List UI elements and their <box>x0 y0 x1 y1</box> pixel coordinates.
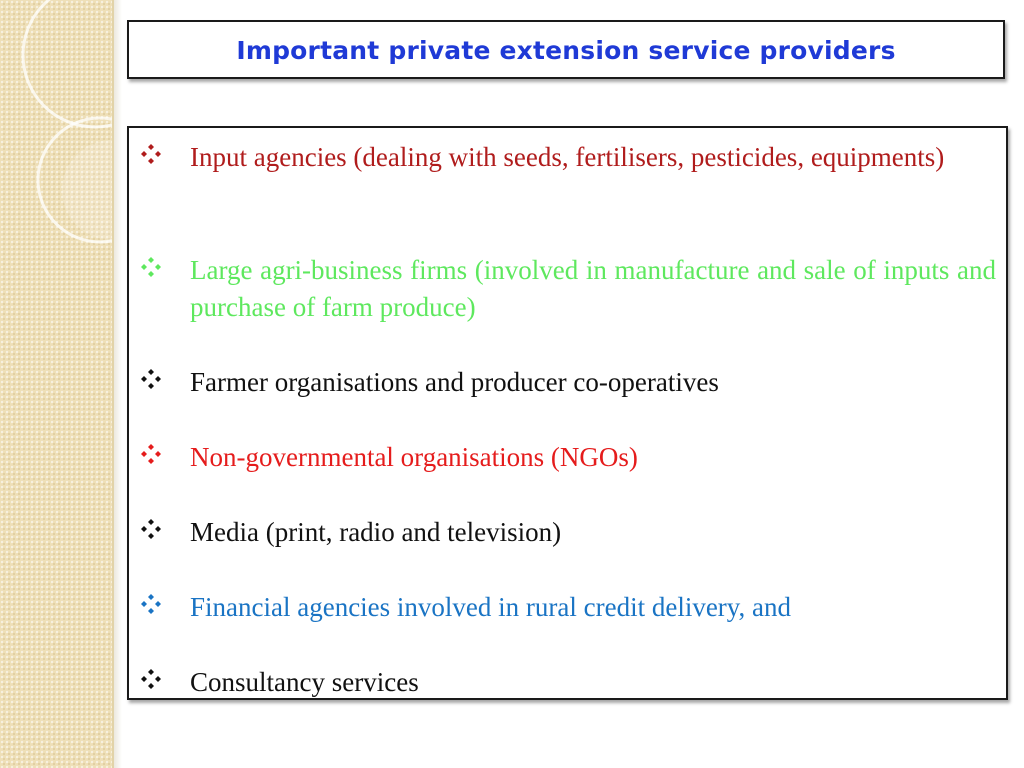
diamond-bullet-icon <box>141 257 161 277</box>
side-panel-shadow <box>114 0 122 768</box>
bullet-text: Financial agencies involved in rural cre… <box>190 592 792 622</box>
diamond-bullet-icon <box>141 669 161 689</box>
decorative-circles-icon <box>21 0 112 244</box>
decorative-side-panel <box>0 0 114 768</box>
diamond-bullet-icon <box>141 519 161 539</box>
bullet-text: Media (print, radio and television) <box>190 517 562 547</box>
content-box: Input agencies (dealing with seeds, fert… <box>127 126 1008 700</box>
diamond-bullet-icon <box>141 369 161 389</box>
diamond-bullet-icon <box>141 144 161 164</box>
title-box: Important private extension service prov… <box>127 20 1005 79</box>
bullet-text: Farmer organisations and producer co-ope… <box>190 367 719 397</box>
page-title: Important private extension service prov… <box>236 36 896 65</box>
bullet-text: Input agencies (dealing with seeds, fert… <box>190 142 945 172</box>
diamond-bullet-icon <box>141 594 161 614</box>
bullet-text: Non-governmental organisations (NGOs) <box>190 442 638 472</box>
bullet-text: Consultancy services <box>190 667 419 697</box>
bullet-text: Large agri-business firms (involved in m… <box>190 255 996 322</box>
diamond-bullet-icon <box>141 444 161 464</box>
